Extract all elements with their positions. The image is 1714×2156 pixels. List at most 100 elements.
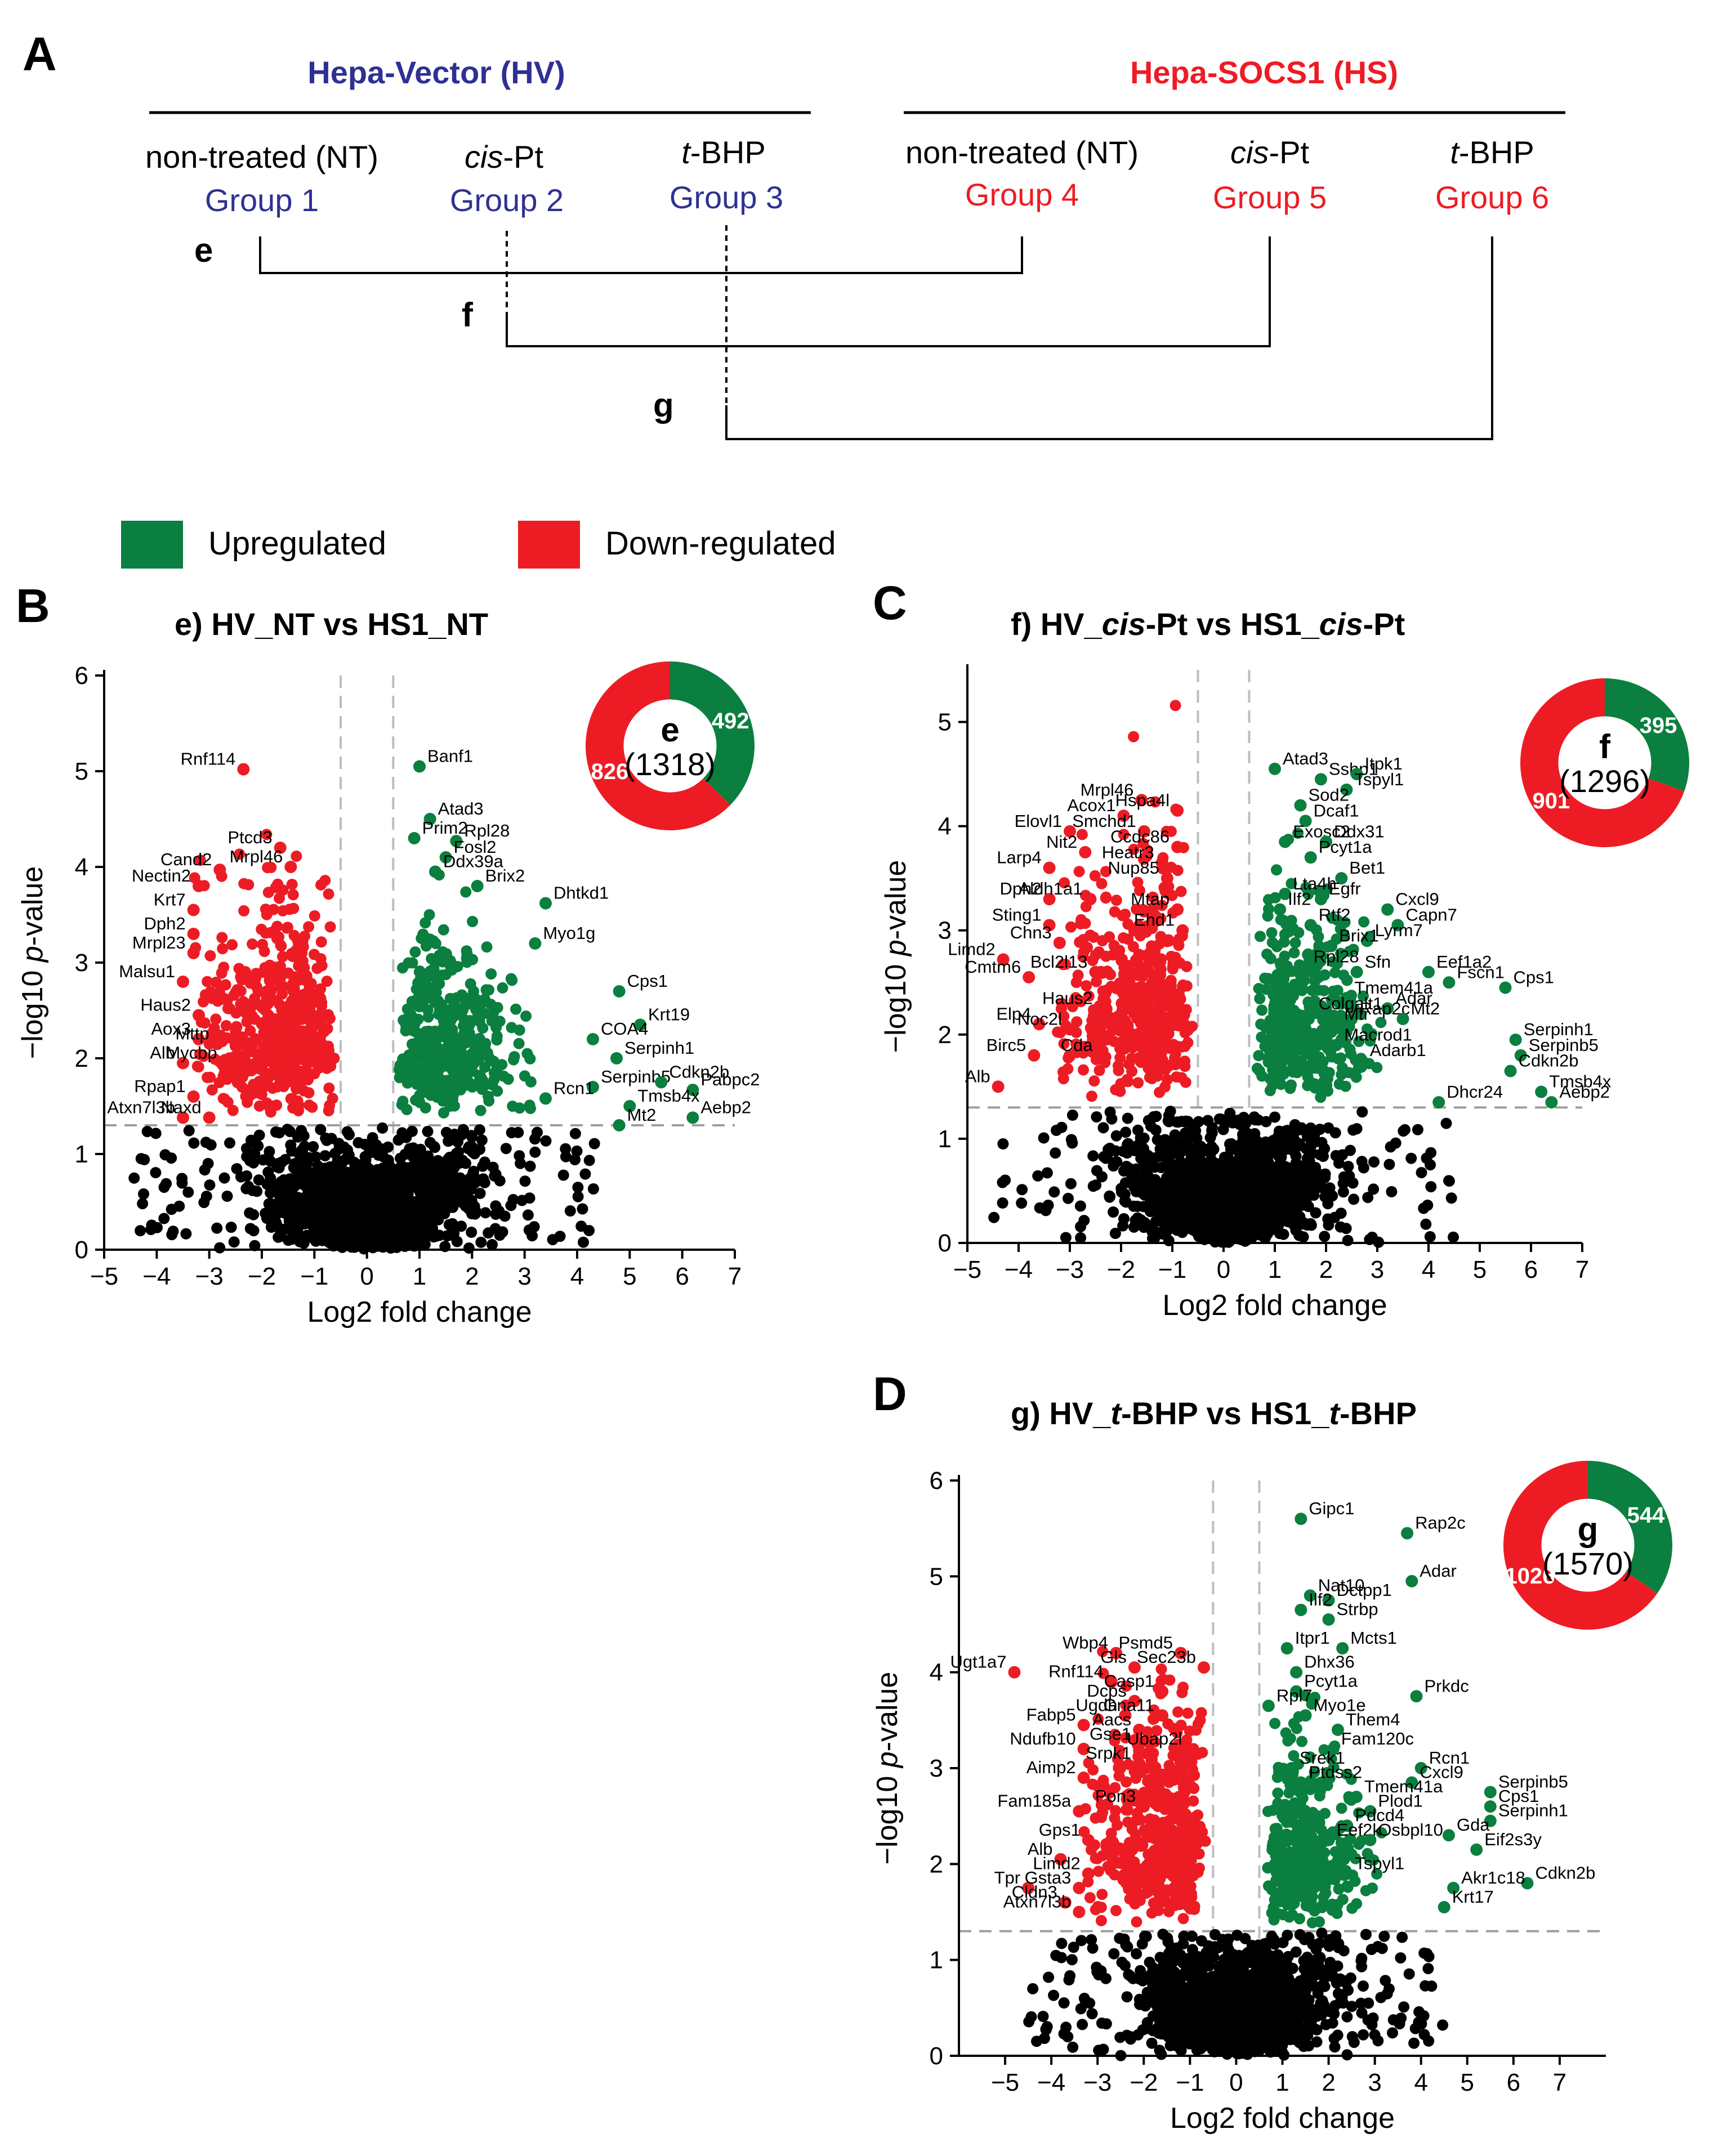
gene-point-atad3 <box>423 813 436 825</box>
data-point <box>1335 947 1346 959</box>
data-point <box>394 1191 406 1202</box>
data-point <box>1321 883 1333 895</box>
data-point <box>227 1104 239 1116</box>
data-point <box>1171 1071 1182 1083</box>
data-point <box>526 1230 538 1242</box>
data-point <box>315 983 327 995</box>
data-point <box>1264 1169 1275 1180</box>
x-tick-label: −2 <box>1107 1256 1135 1283</box>
data-point <box>1187 1145 1199 1157</box>
data-point <box>497 982 508 994</box>
data-point <box>579 1168 591 1180</box>
data-point <box>166 1152 177 1164</box>
gene-label: Cps1 <box>1514 968 1554 987</box>
gene-point-nectin2 <box>193 880 205 892</box>
data-point <box>1200 1223 1212 1235</box>
data-point <box>1066 1110 1078 1121</box>
gene-label: Aebp2 <box>700 1097 751 1117</box>
data-point <box>456 1220 467 1232</box>
data-point <box>1187 1123 1199 1135</box>
gene-label: Egfr <box>1329 879 1361 898</box>
data-point <box>510 1003 522 1015</box>
data-point <box>382 1209 394 1220</box>
data-point <box>1122 1139 1133 1151</box>
data-point <box>323 1083 335 1094</box>
comparison-f: f <box>462 296 474 334</box>
data-point <box>1091 1111 1103 1123</box>
data-point <box>1058 1038 1070 1050</box>
data-point <box>417 1166 428 1178</box>
data-point <box>569 1154 581 1166</box>
data-point <box>381 1195 393 1207</box>
gene-label: Myo1g <box>543 923 595 943</box>
x-tick-label: 4 <box>1422 1256 1435 1283</box>
data-point <box>494 1229 506 1241</box>
panel-label-b: B <box>16 579 50 632</box>
data-point <box>524 1160 536 1172</box>
data-point <box>1285 922 1297 934</box>
data-point <box>1104 1191 1115 1203</box>
data-point <box>386 1182 398 1194</box>
data-point <box>298 972 309 984</box>
gene-point-cdkn2b <box>655 1076 668 1089</box>
y-tick-label: 2 <box>938 1021 952 1049</box>
gene-point-macrod1 <box>1330 1039 1343 1052</box>
data-point <box>198 1197 210 1209</box>
data-point <box>264 1016 275 1027</box>
data-point <box>1336 1802 1347 1814</box>
panel-a: A Hepa-Vector (HV) Hepa-SOCS1 (HS) non-t… <box>23 28 1565 440</box>
data-point <box>1263 903 1274 915</box>
data-point <box>1306 1058 1318 1070</box>
data-point <box>1146 1225 1158 1237</box>
data-point <box>306 1101 318 1113</box>
hs-cond-1: non-treated (NT) <box>905 135 1139 170</box>
gene-point-sfn <box>1350 965 1363 978</box>
data-point <box>329 1148 341 1160</box>
x-tick-label: 7 <box>1575 1256 1589 1283</box>
data-point <box>315 1124 327 1135</box>
gene-point-pabpc2 <box>686 1084 699 1097</box>
data-point <box>1128 1200 1140 1212</box>
gene-point-brix2 <box>471 880 484 892</box>
gene-point-cand2 <box>213 864 226 876</box>
data-point <box>1269 1020 1280 1032</box>
data-point <box>525 1103 536 1114</box>
data-point <box>1173 940 1185 951</box>
bracket-f <box>506 236 1271 347</box>
gene-point-mrpl46 <box>284 861 297 873</box>
data-point <box>1196 1161 1208 1173</box>
data-point <box>514 1024 525 1036</box>
data-point <box>522 1209 534 1221</box>
data-point <box>1337 1186 1349 1198</box>
data-point <box>1266 937 1278 949</box>
data-point <box>529 1133 541 1145</box>
data-point <box>309 949 320 960</box>
data-point <box>1093 1064 1105 1076</box>
gene-point-colgalt1 <box>1304 1007 1317 1020</box>
gene-label: Krt19 <box>648 1005 690 1025</box>
data-point <box>1167 961 1179 973</box>
data-point <box>1081 980 1092 992</box>
data-point <box>525 1076 537 1088</box>
data-point <box>350 1194 361 1206</box>
gene-point-cdkn2b <box>1504 1064 1517 1077</box>
gene-label: Aldh1a1 <box>1019 879 1083 898</box>
data-point <box>309 910 320 922</box>
data-point <box>252 1140 264 1152</box>
gene-point-banf1 <box>413 760 426 773</box>
data-point <box>1175 993 1186 1005</box>
data-point <box>1305 1140 1317 1152</box>
data-point <box>406 1125 418 1137</box>
chart-e-title: e) HV_NT vs HS1_NT <box>175 606 488 642</box>
data-point <box>1222 1151 1234 1162</box>
hv-group-2: Group 2 <box>450 182 564 218</box>
gene-label: Nit2 <box>1046 832 1077 852</box>
data-point <box>397 1226 409 1238</box>
gene-label: Cand2 <box>160 849 212 869</box>
data-point <box>198 1050 209 1062</box>
data-point <box>516 1195 528 1206</box>
gene-point-mttp <box>211 1037 224 1050</box>
data-point <box>210 977 222 988</box>
